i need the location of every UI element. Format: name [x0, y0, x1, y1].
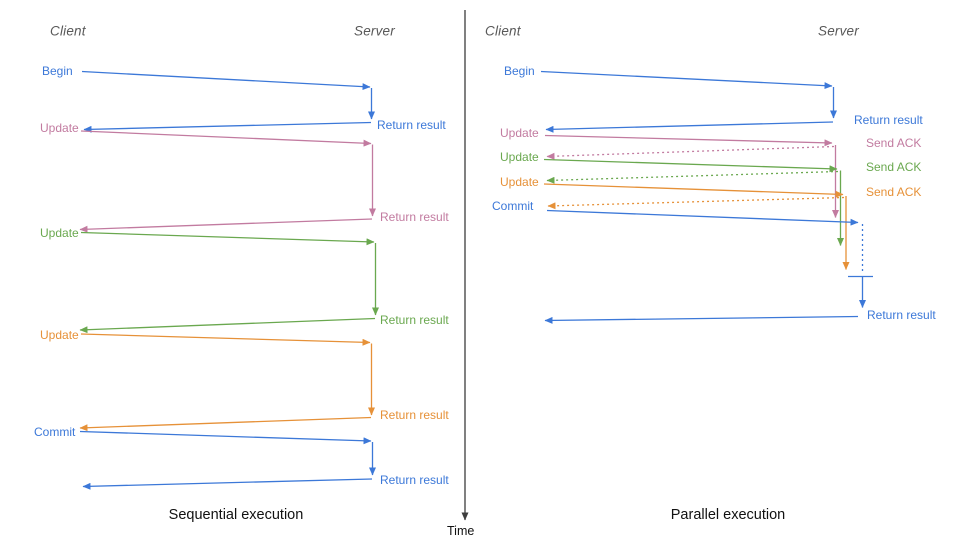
parallel-begin-label: Begin: [504, 64, 535, 78]
parallel-send-ack-1-label: Send ACK: [866, 136, 922, 150]
sequential-update-1-request: [80, 130, 372, 147]
parallel-update-2-request: [543, 158, 838, 173]
sequential-begin-request: [81, 70, 371, 91]
time-axis-label: Time: [447, 523, 475, 538]
parallel-begin-request: [540, 70, 833, 90]
parallel-send-ack-2-label: Send ACK: [866, 160, 922, 174]
sequential-return-result-5: [82, 478, 373, 490]
sequential-return-result-1: [83, 121, 372, 133]
sequential-server-header: Server: [354, 23, 395, 39]
sequential-client-header: Client: [50, 23, 86, 39]
sequential-return-result-2-label: Return result: [380, 210, 449, 224]
parallel-update-3-label: Update: [500, 175, 539, 189]
parallel-update-3-request: [543, 183, 844, 198]
parallel-ack-2: [546, 170, 839, 184]
sequential-return-result-1-label: Return result: [377, 118, 446, 132]
sequential-commit-request: [79, 430, 372, 445]
sequential-return-result-3: [79, 317, 376, 334]
sequential-return-result-4-label: Return result: [380, 408, 449, 422]
sequential-update-3-label: Update: [40, 328, 79, 342]
parallel-return-result-final-label: Return result: [867, 308, 936, 322]
sequential-return-result-5-label: Return result: [380, 473, 449, 487]
parallel-ack-3: [547, 196, 845, 210]
parallel-return-result-begin: [545, 121, 834, 133]
sequential-update-2-request: [80, 231, 375, 246]
sequential-begin-label: Begin: [42, 64, 73, 78]
parallel-panel-caption: Parallel execution: [670, 506, 786, 523]
parallel-commit-label: Commit: [492, 199, 534, 213]
sequential-update-3-request: [80, 333, 371, 346]
parallel-server-header: Server: [818, 23, 859, 39]
parallel-update-1-request: [544, 134, 833, 147]
sequential-return-result-4: [79, 416, 372, 432]
sequential-update-2-label: Update: [40, 226, 79, 240]
sequential-commit-label: Commit: [34, 425, 76, 439]
sequential-return-result-2: [79, 218, 373, 233]
parallel-return-result-final: [544, 315, 859, 324]
sequential-return-result-3-label: Return result: [380, 313, 449, 327]
sequential-update-1-label: Update: [40, 121, 79, 135]
parallel-client-header: Client: [485, 23, 521, 39]
parallel-update-2-label: Update: [500, 150, 539, 164]
parallel-return-result-begin-label: Return result: [854, 113, 923, 127]
parallel-ack-1: [546, 145, 835, 160]
parallel-send-ack-3-label: Send ACK: [866, 185, 922, 199]
parallel-update-1-label: Update: [500, 126, 539, 140]
parallel-commit-request: [546, 209, 859, 226]
sequential-panel-caption: Sequential execution: [168, 506, 304, 523]
